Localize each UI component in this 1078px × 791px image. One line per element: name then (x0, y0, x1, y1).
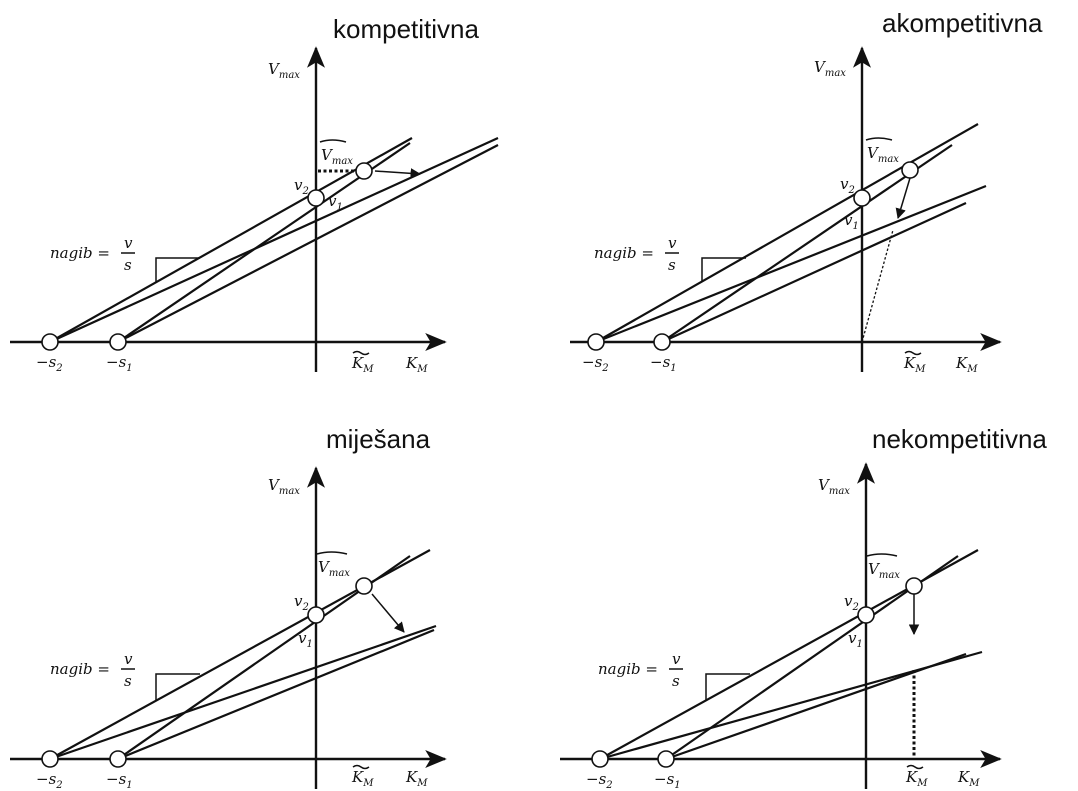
line-s2-shifted (49, 136, 499, 344)
km-tilde-mark (352, 764, 370, 770)
km-tilde-mark (352, 350, 370, 356)
vmax-axis-label: Vmax (814, 58, 846, 79)
vmax-tilde-mark (316, 551, 348, 555)
line-s1-shifted (117, 144, 499, 343)
line-s1-shifted (117, 628, 435, 761)
intersection-point (307, 189, 325, 207)
v1-label: v1 (328, 192, 343, 213)
vmax-tilde-point (901, 161, 919, 179)
intersection-point (857, 606, 875, 624)
s2-label: −s2 (582, 353, 609, 374)
s1-label: −s1 (106, 770, 133, 791)
slope-label: nagib = (50, 660, 110, 678)
s2-point (41, 333, 59, 351)
km-axis-label: KM (405, 354, 428, 375)
km-tilde-label: KM (903, 354, 926, 375)
slope-num: v (668, 234, 677, 252)
vmax-axis-label: Vmax (268, 60, 300, 81)
vmax-tilde-point (355, 162, 373, 180)
vmax-axis-label: Vmax (818, 476, 850, 497)
intersection-point (307, 606, 325, 624)
s2-label: −s2 (586, 770, 613, 791)
v2-label: v2 (840, 175, 855, 196)
slope-den: s (124, 256, 132, 274)
slope-triangle (705, 673, 750, 700)
vmax-tilde-mark (319, 139, 347, 143)
km-tilde-label: KM (351, 354, 374, 375)
s2-label: −s2 (36, 770, 63, 791)
v1-label: v1 (848, 629, 863, 650)
line-s1-v1 (661, 144, 953, 343)
s2-point (587, 333, 605, 351)
slope-label: nagib = (50, 244, 110, 262)
panel-title: miješana (326, 424, 431, 454)
vmax-tilde-label: Vmax (318, 558, 350, 579)
v1-label: v1 (298, 629, 313, 650)
s1-point (653, 333, 671, 351)
shift-arrow (895, 177, 911, 220)
v2-label: v2 (294, 176, 309, 197)
slope-den: s (672, 672, 680, 690)
km-axis-label: KM (955, 354, 978, 375)
intersection-point (853, 189, 871, 207)
km-axis-label: KM (405, 768, 428, 789)
vmax-tilde-label: Vmax (868, 560, 900, 581)
km-axis-label: KM (957, 768, 980, 789)
km-tilde-mark (904, 350, 922, 356)
panel-title: akompetitivna (882, 8, 1043, 38)
v2-label: v2 (294, 592, 309, 613)
slope-num: v (672, 650, 681, 668)
s1-point (109, 333, 127, 351)
line-s2-shifted (595, 184, 987, 344)
vmax-tilde-mark (866, 553, 898, 557)
s1-label: −s1 (654, 770, 681, 791)
v1-label: v1 (844, 211, 859, 232)
slope-label: nagib = (594, 244, 654, 262)
slope-num: v (124, 234, 133, 252)
km-tilde-label: KM (905, 768, 928, 789)
s2-point (41, 750, 59, 768)
vmax-tilde-point (905, 577, 923, 595)
s1-label: −s1 (650, 353, 677, 374)
slope-triangle (155, 257, 200, 282)
slope-den: s (668, 256, 676, 274)
s2-point (591, 750, 609, 768)
panel-uncompetitive: akompetitivna Vmax KM KM Vmax nagib = v … (570, 8, 1043, 375)
vmax-tilde-point (355, 577, 373, 595)
s1-label: −s1 (106, 353, 133, 374)
s1-point (657, 750, 675, 768)
slope-den: s (124, 672, 132, 690)
panel-competitive: kompetitivna Vmax KM KM Vmax nagib = v s… (10, 14, 499, 375)
line-s2-shifted (49, 624, 437, 761)
panel-noncompetitive: nekompetitivna Vmax KM KM Vmax nagib = v… (560, 424, 1047, 791)
km-tilde-mark (906, 764, 924, 770)
vmax-tilde-label: Vmax (867, 144, 899, 165)
s1-point (109, 750, 127, 768)
shift-arrow (371, 593, 405, 633)
slope-triangle (701, 257, 746, 282)
slope-triangle (155, 673, 200, 700)
slope-label: nagib = (598, 660, 658, 678)
dotted-origin-line (861, 229, 894, 343)
vmax-axis-label: Vmax (268, 476, 300, 497)
slope-num: v (124, 650, 133, 668)
line-s2-v2 (595, 123, 979, 343)
vmax-tilde-mark (865, 137, 893, 141)
line-s1-shifted (665, 652, 967, 761)
vmax-tilde-label: Vmax (321, 146, 353, 167)
km-tilde-label: KM (351, 768, 374, 789)
shift-arrow (374, 168, 422, 179)
panel-mixed: miješana Vmax KM KM Vmax nagib = v s v2 … (10, 424, 447, 791)
v2-label: v2 (844, 592, 859, 613)
panel-title: kompetitivna (333, 14, 479, 44)
line-s1-shifted (661, 201, 967, 344)
s2-label: −s2 (36, 353, 63, 374)
panel-title: nekompetitivna (872, 424, 1047, 454)
